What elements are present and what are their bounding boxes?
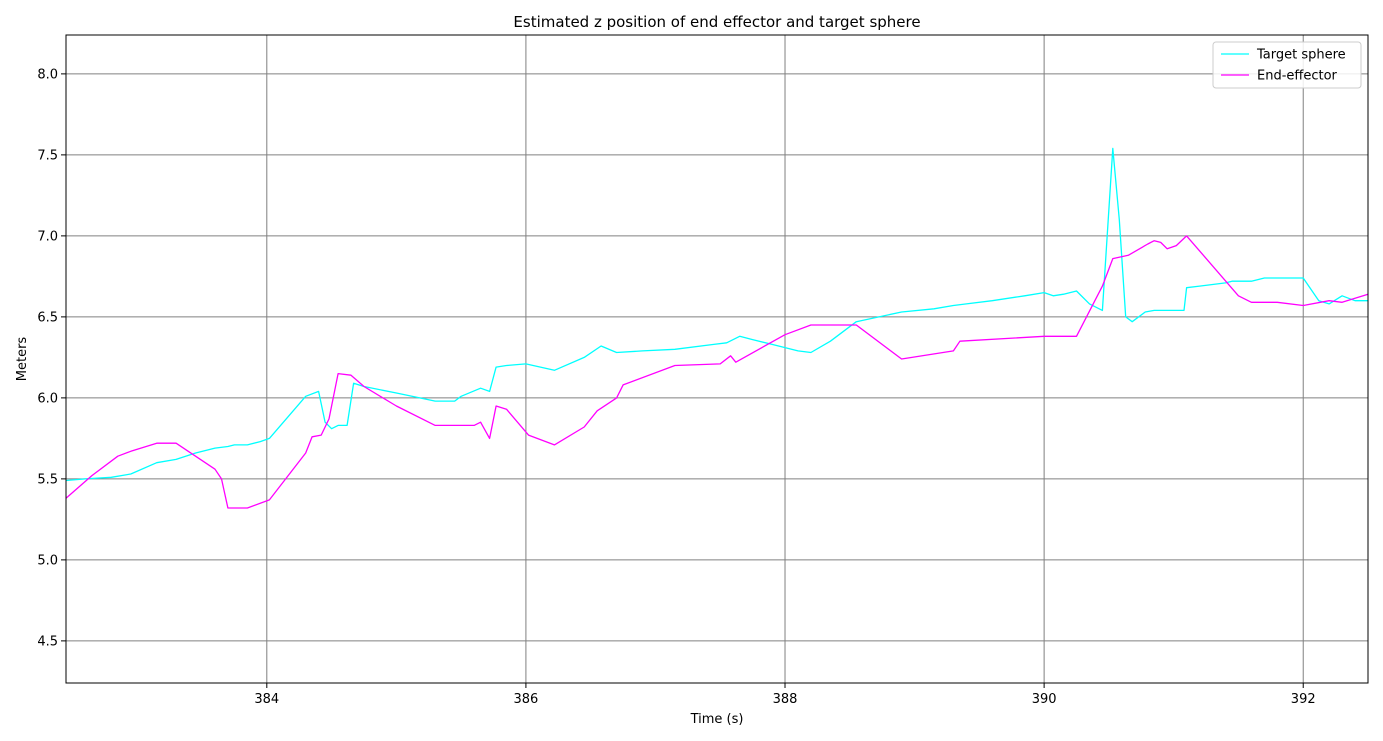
y-axis: 4.5 5.0 5.5 6.0 6.5 7.0 7.5 8.0 — [37, 67, 66, 649]
y-axis-label: Meters — [15, 337, 30, 382]
series-line-target-sphere — [65, 147, 1368, 482]
x-tick-label: 390 — [1032, 692, 1057, 707]
grid — [66, 35, 1368, 683]
series-layer — [65, 147, 1369, 509]
x-tick-label: 384 — [254, 692, 279, 707]
x-tick-label: 388 — [773, 692, 798, 707]
y-tick-label: 6.5 — [37, 310, 58, 325]
x-axis-label: Time (s) — [690, 712, 744, 727]
y-tick-label: 7.0 — [37, 229, 58, 244]
y-tick-label: 5.5 — [37, 472, 58, 487]
plot-frame — [65, 34, 1369, 684]
chart-title: Estimated z position of end effector and… — [513, 13, 920, 31]
y-tick-label: 4.5 — [37, 634, 58, 649]
legend-box — [1212, 41, 1362, 89]
y-tick-label: 7.5 — [37, 148, 58, 163]
x-tick-label: 392 — [1291, 692, 1316, 707]
y-tick-label: 8.0 — [37, 67, 58, 82]
legend-label: End-effector — [1257, 69, 1338, 84]
legend: Target sphere End-effector — [1212, 41, 1362, 89]
x-tick-label: 386 — [513, 692, 538, 707]
series-line-end-effector — [65, 235, 1369, 509]
legend-label: Target sphere — [1256, 48, 1346, 63]
y-tick-label: 5.0 — [37, 553, 58, 568]
y-tick-label: 6.0 — [37, 391, 58, 406]
plot-area — [66, 35, 1368, 683]
x-axis: 384 386 388 390 392 — [254, 683, 1316, 707]
